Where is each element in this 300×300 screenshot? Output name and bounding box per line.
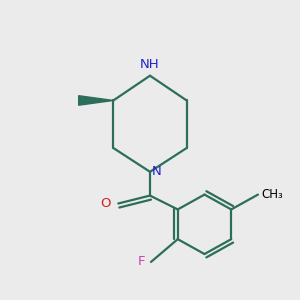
Text: NH: NH (140, 58, 160, 71)
Text: F: F (137, 256, 145, 268)
Text: N: N (152, 165, 161, 178)
Polygon shape (79, 96, 113, 105)
Text: CH₃: CH₃ (261, 188, 283, 201)
Text: O: O (100, 197, 111, 210)
